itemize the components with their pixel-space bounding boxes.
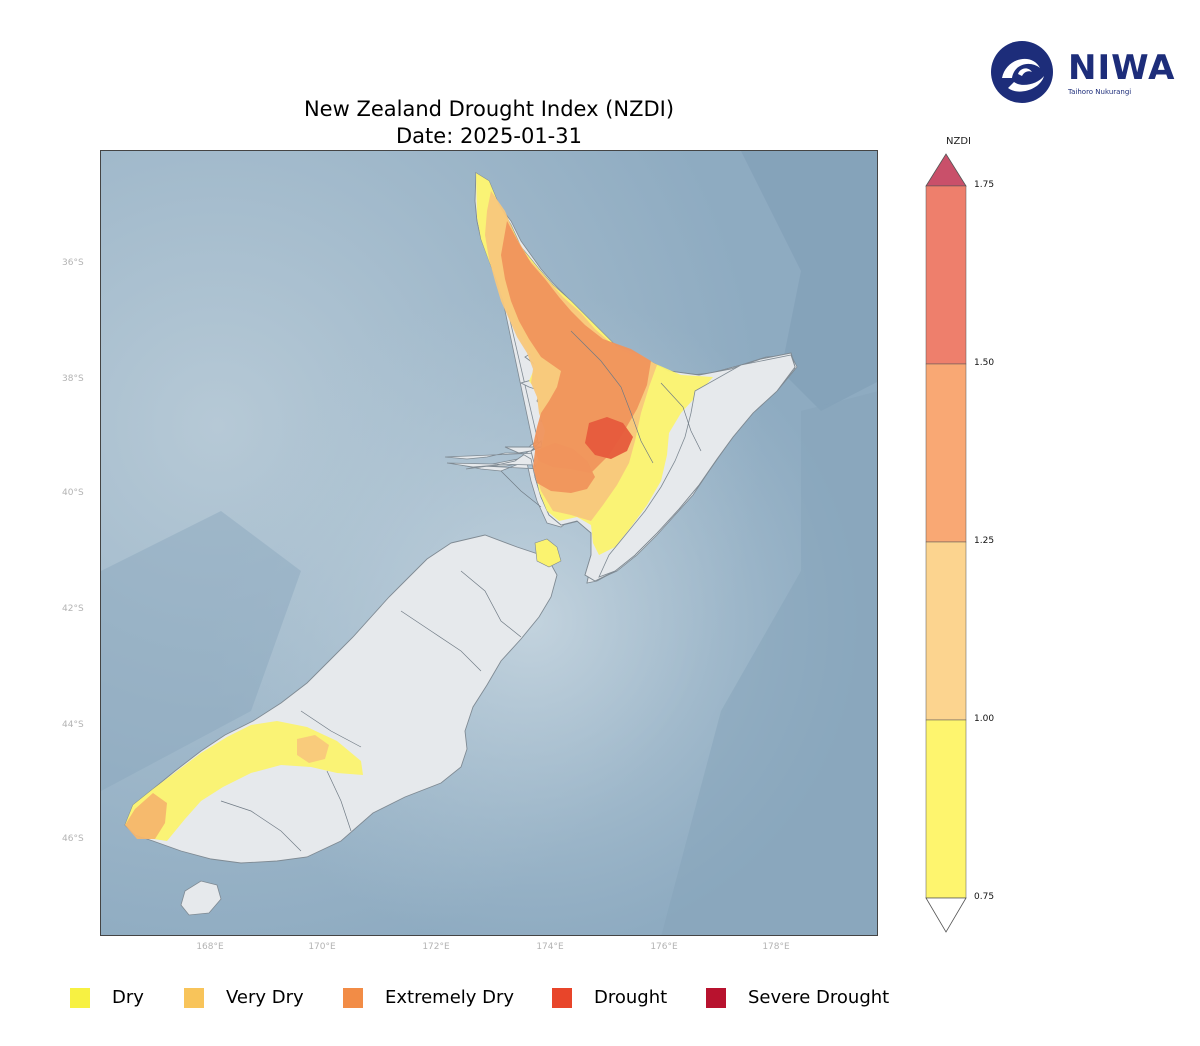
lat-tick: 38°S xyxy=(62,374,84,384)
map-panel[interactable] xyxy=(100,150,878,936)
legend-label: Dry xyxy=(112,987,144,1008)
south-island-very-dry-zone xyxy=(297,735,329,763)
niwa-logo: NIWA Taihoro Nukurangi xyxy=(988,38,1178,106)
taranaki-extremely-dry xyxy=(533,443,595,493)
tasman-basin xyxy=(101,511,301,791)
colorbar xyxy=(925,153,967,933)
regional-boundaries xyxy=(220,330,702,852)
colorbar-tick: 0.75 xyxy=(974,892,995,902)
east-cape-land xyxy=(598,354,796,578)
fiordland-very-dry-zone xyxy=(125,793,167,839)
lon-tick: 170°E xyxy=(308,942,336,952)
lat-tick: 44°S xyxy=(62,720,84,730)
legend-swatch xyxy=(706,988,726,1008)
colorbar-band-1-00-1-25 xyxy=(925,541,967,721)
legend-swatch xyxy=(343,988,363,1008)
colorbar-title: NZDI xyxy=(946,136,971,147)
map-title: New Zealand Drought Index (NZDI) Date: 2… xyxy=(100,96,878,150)
legend-label: Extremely Dry xyxy=(385,987,515,1008)
colorbar-band-0-75-1-00 xyxy=(925,719,967,899)
legend-swatch xyxy=(70,988,90,1008)
north-island-drought-zone xyxy=(585,417,633,459)
title-text: New Zealand Drought Index (NZDI) xyxy=(303,97,675,121)
colorbar-tick: 1.25 xyxy=(974,536,995,546)
colorbar-tick: 1.50 xyxy=(974,358,995,368)
colorbar-band-1-25-1-50 xyxy=(925,363,967,543)
legend-label: Very Dry xyxy=(226,987,304,1008)
colorbar-tick: 1.00 xyxy=(974,714,995,724)
legend-swatch xyxy=(552,988,572,1008)
lon-tick: 176°E xyxy=(650,942,678,952)
hikurangi-trough xyxy=(661,391,877,935)
logo-wordmark: NIWA xyxy=(1068,48,1176,88)
logo-tagline: Taihoro Nukurangi xyxy=(1068,88,1132,96)
colorbar-over-triangle xyxy=(925,153,967,187)
north-island-extremely-dry-zone xyxy=(501,221,651,473)
colorbar-under-triangle xyxy=(925,897,967,933)
stewart-island xyxy=(180,880,222,916)
lon-tick: 178°E xyxy=(762,942,790,952)
legend-swatch xyxy=(184,988,204,1008)
lon-tick: 168°E xyxy=(196,942,224,952)
lon-tick: 172°E xyxy=(422,942,450,952)
lat-tick: 40°S xyxy=(62,488,84,498)
legend-label: Drought xyxy=(594,987,668,1008)
nz-drought-map xyxy=(101,151,877,935)
legend-label: Severe Drought xyxy=(748,987,890,1008)
lat-tick: 46°S xyxy=(62,834,84,844)
kapiti-island xyxy=(534,538,562,568)
kermadec-ridge xyxy=(741,151,877,411)
lat-tick: 42°S xyxy=(62,604,84,614)
lat-tick: 36°S xyxy=(62,258,84,268)
lon-tick: 174°E xyxy=(536,942,564,952)
niwa-swirl-icon xyxy=(991,41,1053,103)
colorbar-tick: 1.75 xyxy=(974,180,995,190)
colorbar-band-1-50-1-75 xyxy=(925,185,967,365)
date-text: Date: 2025-01-31 xyxy=(396,124,582,148)
